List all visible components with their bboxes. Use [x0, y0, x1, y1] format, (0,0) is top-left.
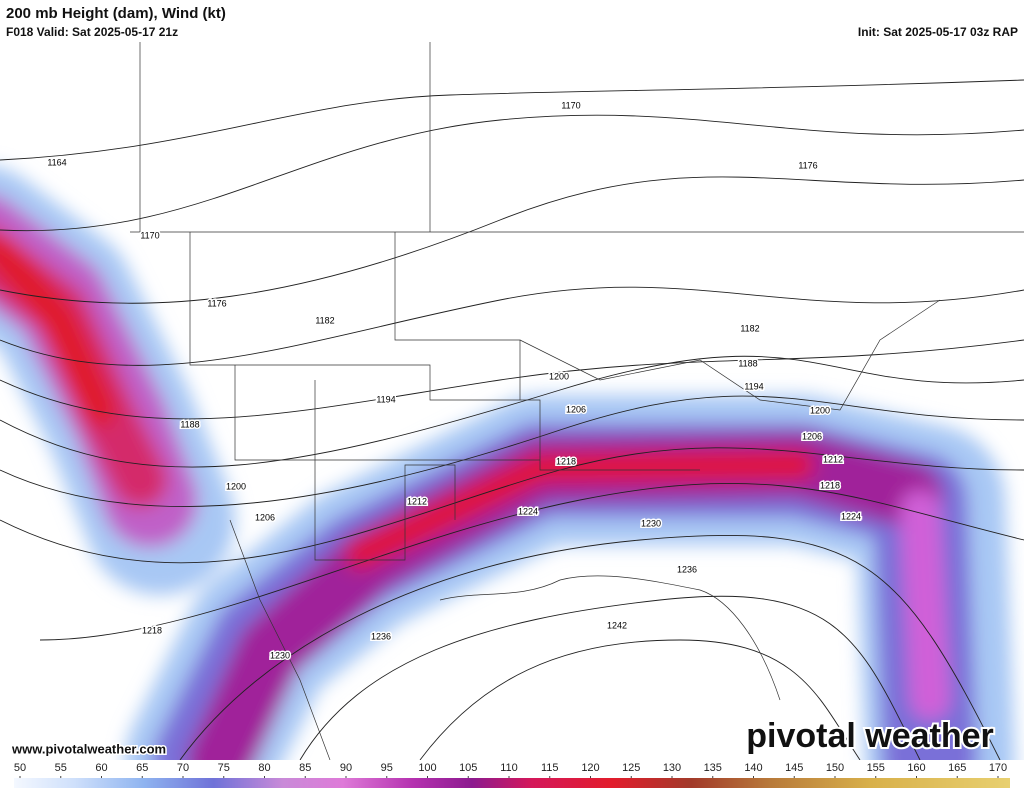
contour-label: 1188 [180, 419, 199, 429]
valid-time: F018 Valid: Sat 2025-05-17 21z [6, 25, 178, 39]
colorbar-tick-label: 145 [785, 762, 803, 774]
contour-label: 1242 [607, 620, 627, 630]
contour-label: 1188 [738, 358, 757, 368]
colorbar-tick-label: 135 [704, 762, 722, 774]
colorbar-tick-label: 120 [581, 762, 599, 774]
colorbar-tick-label: 140 [744, 762, 762, 774]
colorbar-tick-label: 115 [541, 762, 559, 774]
contour-label: 1182 [740, 323, 759, 333]
borders [130, 40, 1024, 761]
contour-label: 1206 [566, 404, 586, 414]
contour-label: 1218 [820, 480, 840, 490]
contour-label: 1176 [798, 160, 817, 170]
contour-label: 1176 [207, 298, 226, 308]
colorbar-tick-label: 155 [867, 762, 885, 774]
colorbar-tick-label: 55 [55, 762, 67, 774]
contour-label: 1212 [407, 496, 427, 506]
contour-label: 1194 [376, 394, 395, 404]
contour-label: 1224 [518, 506, 538, 516]
colorbar [14, 778, 1010, 788]
colorbar-tick-label: 130 [663, 762, 681, 774]
colorbar-tick-label: 60 [95, 762, 107, 774]
contour-label: 1200 [226, 481, 246, 491]
colorbar-tick-label: 75 [218, 762, 230, 774]
colorbar-tick-label: 160 [907, 762, 925, 774]
colorbar-tick-label: 85 [299, 762, 311, 774]
colorbar-tick-label: 125 [622, 762, 640, 774]
colorbar-tick-label: 65 [136, 762, 148, 774]
height-contours [0, 79, 1024, 761]
contour-label: 1230 [641, 518, 661, 528]
contour-label: 1200 [810, 405, 830, 415]
title: 200 mb Height (dam), Wind (kt) [6, 5, 226, 22]
colorbar-tick-label: 110 [500, 762, 518, 774]
colorbar-tick-label: 95 [381, 762, 393, 774]
contour-label: 1212 [823, 454, 843, 464]
map: 1164 1170 1170 1176 1176 1182 1182 1188 1188 1194… [0, 40, 1024, 791]
contour-label: 1206 [255, 512, 275, 522]
contour-label: 1194 [744, 381, 763, 391]
contour-label: 1200 [549, 371, 569, 381]
contour-label: 1170 [140, 230, 159, 240]
colorbar-tick-label: 70 [177, 762, 189, 774]
logo: pivotal weather [746, 717, 994, 755]
init-time: Init: Sat 2025-05-17 03z RAP [858, 25, 1018, 39]
contour-label: 1218 [556, 456, 576, 466]
website: www.pivotalweather.com [11, 741, 166, 756]
colorbar-tick-label: 50 [14, 762, 26, 774]
colorbar-tick-label: 90 [340, 762, 352, 774]
contour-label: 1182 [315, 315, 334, 325]
colorbar-tick-label: 150 [826, 762, 844, 774]
colorbar-tick-label: 100 [418, 762, 436, 774]
contour-label: 1236 [371, 631, 391, 641]
contour-label: 1170 [561, 100, 580, 110]
contour-label: 1218 [142, 625, 162, 635]
contour-label: 1236 [677, 564, 697, 574]
colorbar-tick-label: 170 [989, 762, 1007, 774]
contour-label: 1164 [47, 157, 66, 167]
contour-label: 1224 [841, 511, 861, 521]
colorbar-tick-label: 80 [258, 762, 270, 774]
contour-label: 1230 [270, 650, 290, 660]
colorbar-tick-label: 105 [459, 762, 477, 774]
colorbar-tick-label: 165 [948, 762, 966, 774]
contour-label: 1206 [802, 431, 822, 441]
